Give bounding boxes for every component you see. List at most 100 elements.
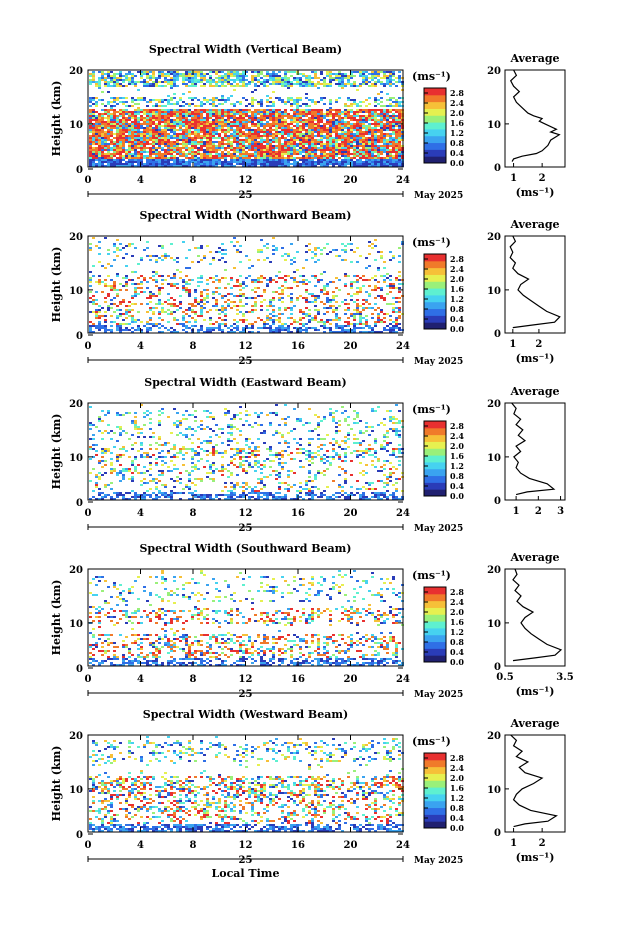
average-x-axis-label: (ms⁻¹) [516, 685, 555, 698]
x-tick-label: 16 [291, 508, 305, 519]
average-y-tick-label: 0 [494, 163, 501, 174]
y-tick-label: 10 [69, 453, 83, 464]
colorbar-swatch [424, 122, 446, 130]
colorbar-swatch [424, 315, 446, 323]
colorbar-tick-label: 0.8 [450, 803, 464, 813]
average-y-tick-label: 20 [487, 731, 501, 742]
x-tick-label: 20 [344, 341, 358, 352]
day-label: 25 [239, 689, 253, 700]
average-profile-line [512, 568, 563, 662]
x-tick-label: 0 [85, 508, 92, 519]
colorbar-tick-label: 1.2 [450, 627, 464, 637]
x-tick-label: 16 [291, 175, 305, 186]
average-x-axis-label: (ms⁻¹) [516, 186, 555, 199]
colorbar-swatch [424, 600, 446, 608]
x-tick-label: 16 [291, 840, 305, 851]
x-tick-label: 24 [396, 175, 410, 186]
colorbar-swatch [424, 807, 446, 815]
colorbar-tick-label: 1.6 [450, 783, 464, 793]
colorbar-tick-label: 2.8 [450, 421, 464, 431]
colorbar-swatch [424, 489, 446, 497]
average-x-tick-label: 0.5 [496, 672, 513, 683]
average-x-tick-label: 3 [557, 506, 564, 517]
y-tick-label: 0 [76, 331, 83, 342]
colorbar-swatch [424, 274, 446, 282]
colorbar-tick-label: 0.4 [450, 148, 464, 158]
average-frame [504, 69, 566, 168]
colorbar-tick-label: 1.2 [450, 128, 464, 138]
colorbar-swatch [424, 766, 446, 774]
colorbar-swatch [424, 308, 446, 316]
x-tick-label: 4 [137, 508, 144, 519]
y-tick-label: 10 [69, 286, 83, 297]
colorbar-tick-label: 2.4 [450, 98, 464, 108]
colorbar-swatch [424, 753, 446, 761]
colorbar-swatch [424, 607, 446, 615]
panel-title: Spectral Width (Southward Beam) [139, 542, 351, 555]
colorbar-unit-label: (ms⁻¹) [412, 70, 451, 83]
colorbar-swatch [424, 288, 446, 296]
x-tick-label: 4 [137, 674, 144, 685]
colorbar-swatch [424, 627, 446, 636]
y-tick-label: 0 [76, 165, 83, 176]
average-x-tick-label: 1 [509, 339, 516, 350]
colorbar-tick-label: 2.8 [450, 88, 464, 98]
colorbar-swatch [424, 773, 446, 781]
x-tick-label: 24 [396, 341, 410, 352]
average-y-tick-label: 10 [487, 785, 501, 796]
date-label: May 2025 [414, 524, 463, 534]
x-tick-label: 4 [137, 175, 144, 186]
x-tick-label: 0 [85, 674, 92, 685]
x-tick-label: 4 [137, 341, 144, 352]
colorbar-swatch [424, 88, 446, 96]
average-title: Average [509, 717, 559, 730]
date-label: May 2025 [414, 357, 463, 367]
colorbar-swatch [424, 821, 446, 829]
y-axis-label: Height (km) [50, 247, 63, 323]
colorbar-frame [423, 87, 447, 164]
colorbar-tick-label: 0.0 [450, 324, 464, 334]
x-tick-label: 20 [344, 175, 358, 186]
x-tick-label: 24 [396, 508, 410, 519]
average-title: Average [509, 551, 559, 564]
average-title: Average [509, 218, 559, 231]
colorbar-tick-label: 0.8 [450, 637, 464, 647]
colorbar-swatch [424, 135, 446, 144]
average-x-tick-label: 1 [510, 173, 517, 184]
panel-4: Spectral Width (Southward Beam) 0 10 20 Heig… [50, 542, 574, 700]
y-tick-label: 10 [69, 120, 83, 131]
colorbar-swatch [424, 814, 446, 822]
colorbar-swatch [424, 434, 446, 442]
colorbar-tick-label: 2.4 [450, 763, 464, 773]
panel-5: Spectral Width (Westward Beam)01020Heigh… [50, 708, 566, 880]
panel-3: Spectral Width (Eastward Beam)01020Heigh… [50, 376, 566, 534]
colorbar-swatch [424, 621, 446, 629]
average-frame [504, 568, 566, 667]
colorbar-swatch [424, 101, 446, 109]
colorbar-swatch [424, 128, 446, 137]
colorbar-swatch [424, 587, 446, 595]
colorbar-swatch [424, 94, 446, 103]
panel-title: Spectral Width (Vertical Beam) [149, 43, 342, 56]
day-label: 25 [239, 190, 253, 201]
colorbar-swatch [424, 787, 446, 795]
date-label: May 2025 [414, 690, 463, 700]
colorbar-tick-label: 0.0 [450, 491, 464, 501]
colorbar-swatch [424, 614, 446, 622]
average-y-tick-label: 0 [494, 662, 501, 673]
x-tick-label: 12 [239, 840, 253, 851]
y-tick-label: 10 [69, 785, 83, 796]
colorbar-swatch [424, 780, 446, 788]
x-tick-label: 12 [239, 508, 253, 519]
average-y-tick-label: 10 [487, 453, 501, 464]
colorbar-tick-label: 1.2 [450, 294, 464, 304]
colorbar-tick-label: 1.6 [450, 617, 464, 627]
average-profile-line [509, 235, 561, 329]
colorbar-tick-label: 2.0 [450, 607, 464, 617]
colorbar-tick-label: 1.2 [450, 461, 464, 471]
colorbar-swatch [424, 260, 446, 269]
colorbar-swatch [424, 441, 446, 449]
heatmap-cells [89, 736, 404, 832]
colorbar-swatch [424, 294, 446, 303]
x-tick-label: 8 [190, 674, 197, 685]
